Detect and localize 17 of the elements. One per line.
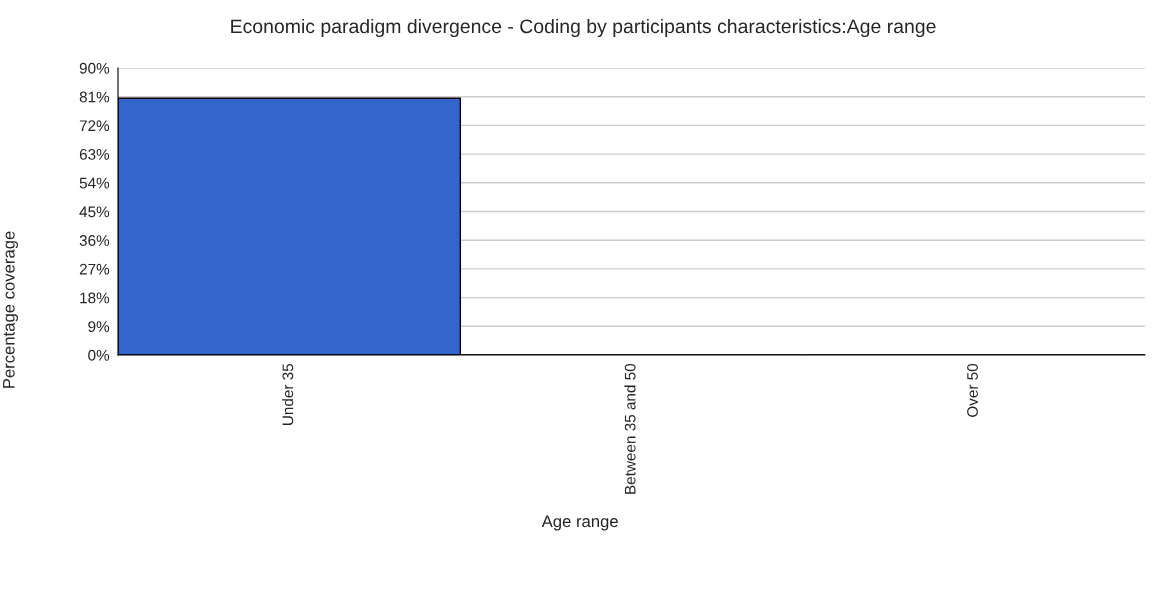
y-tick-label: 81%	[79, 91, 110, 103]
chart-title: Economic paradigm divergence - Coding by participants characteristics:Age range	[231, 18, 936, 38]
y-tick-label: 90%	[79, 62, 110, 74]
y-tick-label: 0%	[88, 349, 110, 361]
y-tick-label: 27%	[79, 263, 110, 275]
x-axis-title: Age range	[541, 515, 618, 531]
x-tick-label: Between 35 and 50	[624, 363, 636, 494]
y-tick-label: 45%	[79, 206, 110, 218]
y-tick-label: 72%	[79, 120, 110, 132]
y-tick-label: 18%	[80, 292, 110, 304]
y-tick-label: 63%	[79, 148, 110, 160]
y-axis-title: Percentage coverage	[3, 231, 18, 388]
y-tick-label: 9%	[88, 321, 110, 332]
y-tick-label: 54%	[79, 177, 110, 189]
y-tick-label: 36%	[79, 235, 110, 246]
x-tick-label: Over 50	[967, 363, 978, 417]
x-tick-label: Under 35	[282, 363, 294, 425]
